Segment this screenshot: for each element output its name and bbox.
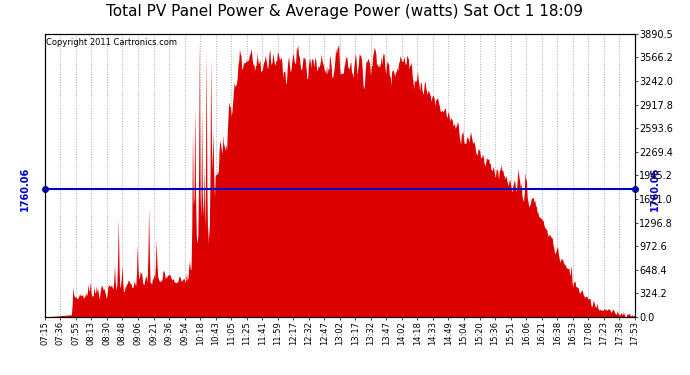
Text: Total PV Panel Power & Average Power (watts) Sat Oct 1 18:09: Total PV Panel Power & Average Power (wa… <box>106 4 584 19</box>
Text: 1760.06: 1760.06 <box>20 166 30 211</box>
Text: 1760.06: 1760.06 <box>649 166 660 211</box>
Text: Copyright 2011 Cartronics.com: Copyright 2011 Cartronics.com <box>46 38 177 47</box>
